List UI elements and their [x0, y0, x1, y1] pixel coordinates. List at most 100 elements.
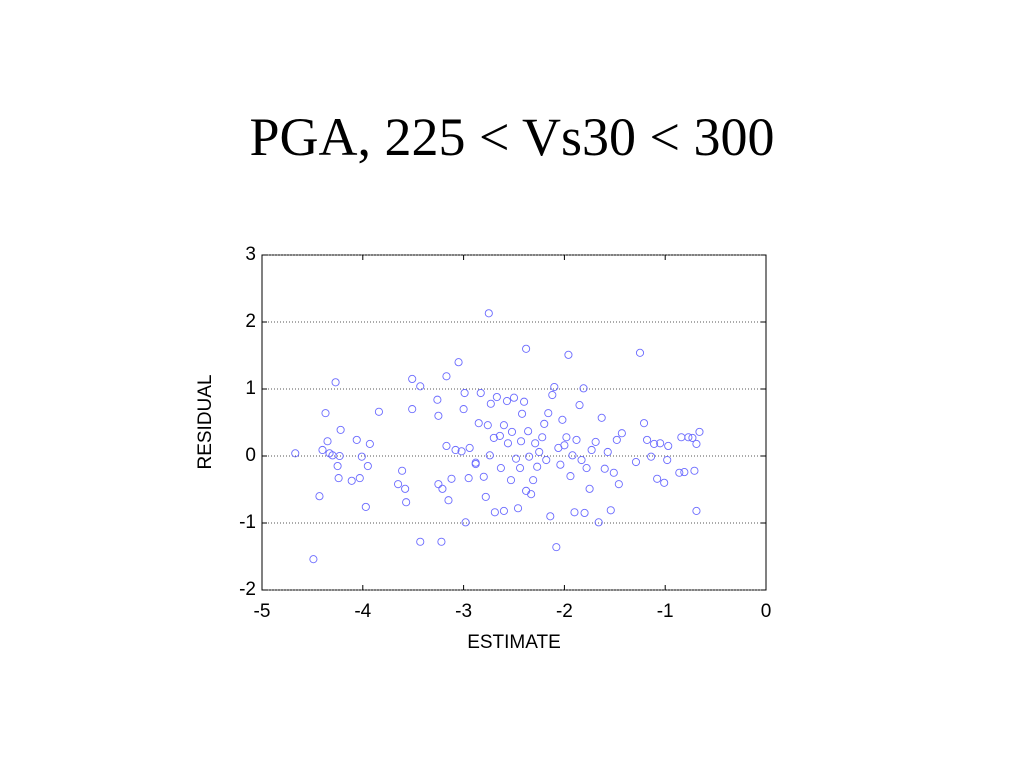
point: [437, 537, 446, 546]
y-tick-label: -2: [239, 579, 256, 600]
point: [315, 492, 324, 501]
point: [614, 480, 623, 489]
point: [402, 498, 411, 507]
point: [656, 439, 665, 448]
point: [438, 484, 447, 493]
point: [612, 435, 621, 444]
point: [639, 419, 649, 428]
point: [585, 484, 594, 493]
point: [688, 433, 697, 442]
point: [564, 350, 573, 359]
point: [591, 437, 600, 446]
point: [603, 447, 612, 457]
point: [476, 388, 485, 398]
point: [695, 427, 704, 436]
plot-frame: [261, 254, 767, 591]
point: [635, 348, 645, 357]
point: [533, 462, 542, 471]
x-tick-label: -5: [254, 601, 271, 622]
point: [309, 555, 318, 564]
y-tick-label: 3: [245, 244, 256, 265]
point: [434, 480, 443, 489]
point: [481, 492, 490, 501]
point: [457, 447, 466, 456]
point: [524, 427, 533, 436]
point: [461, 518, 470, 527]
point: [484, 309, 493, 318]
point: [361, 502, 370, 511]
point: [692, 506, 701, 515]
point: [465, 443, 474, 453]
point: [357, 452, 366, 461]
point: [556, 460, 565, 469]
point: [660, 478, 669, 487]
point: [550, 382, 559, 392]
y-tick-label: 2: [245, 311, 256, 332]
point: [471, 458, 480, 467]
point: [653, 474, 662, 483]
point: [474, 419, 483, 428]
point: [600, 464, 609, 473]
point: [527, 490, 536, 499]
point: [643, 435, 652, 444]
point: [520, 397, 529, 406]
point: [650, 439, 659, 448]
point: [546, 512, 555, 521]
point: [538, 433, 547, 442]
point: [336, 425, 345, 434]
point: [684, 433, 693, 442]
y-tick-label: 1: [245, 378, 256, 399]
point: [479, 472, 488, 481]
point: [513, 504, 523, 513]
point: [485, 451, 494, 460]
point: [560, 441, 569, 450]
point: [442, 372, 451, 381]
point: [531, 439, 540, 448]
point: [677, 433, 686, 442]
point: [690, 466, 699, 475]
point: [558, 415, 567, 424]
point: [548, 390, 557, 400]
point: [522, 344, 531, 353]
point: [540, 419, 549, 428]
chart-title: PGA, 225 < Vs30 < 300: [250, 107, 775, 167]
point: [587, 445, 596, 455]
point: [352, 435, 361, 444]
point: [535, 447, 544, 457]
y-tick-label: -1: [239, 512, 256, 533]
x-axis-label: ESTIMATE: [467, 632, 561, 653]
point: [416, 382, 425, 391]
point: [579, 384, 588, 393]
point: [447, 474, 456, 483]
x-tick-label: -4: [354, 601, 371, 622]
point: [365, 439, 374, 448]
point: [647, 452, 656, 461]
point: [433, 395, 442, 404]
point: [401, 484, 410, 493]
point: [506, 476, 516, 485]
point: [489, 433, 498, 442]
point: [444, 496, 453, 505]
point: [464, 474, 473, 483]
point: [347, 476, 356, 485]
point: [572, 435, 581, 444]
point: [454, 358, 463, 367]
point: [507, 427, 517, 436]
point: [664, 441, 673, 451]
point: [483, 421, 492, 430]
point: [562, 433, 571, 442]
point: [594, 518, 603, 527]
point: [335, 451, 344, 461]
point: [495, 431, 504, 440]
point: [609, 468, 618, 477]
point: [617, 429, 626, 438]
point: [552, 543, 561, 552]
y-tick-label: 0: [245, 445, 256, 466]
point: [323, 437, 332, 446]
point: [442, 441, 451, 451]
point: [460, 388, 469, 398]
point: [529, 476, 538, 485]
point: [408, 405, 417, 414]
point: [568, 451, 577, 460]
